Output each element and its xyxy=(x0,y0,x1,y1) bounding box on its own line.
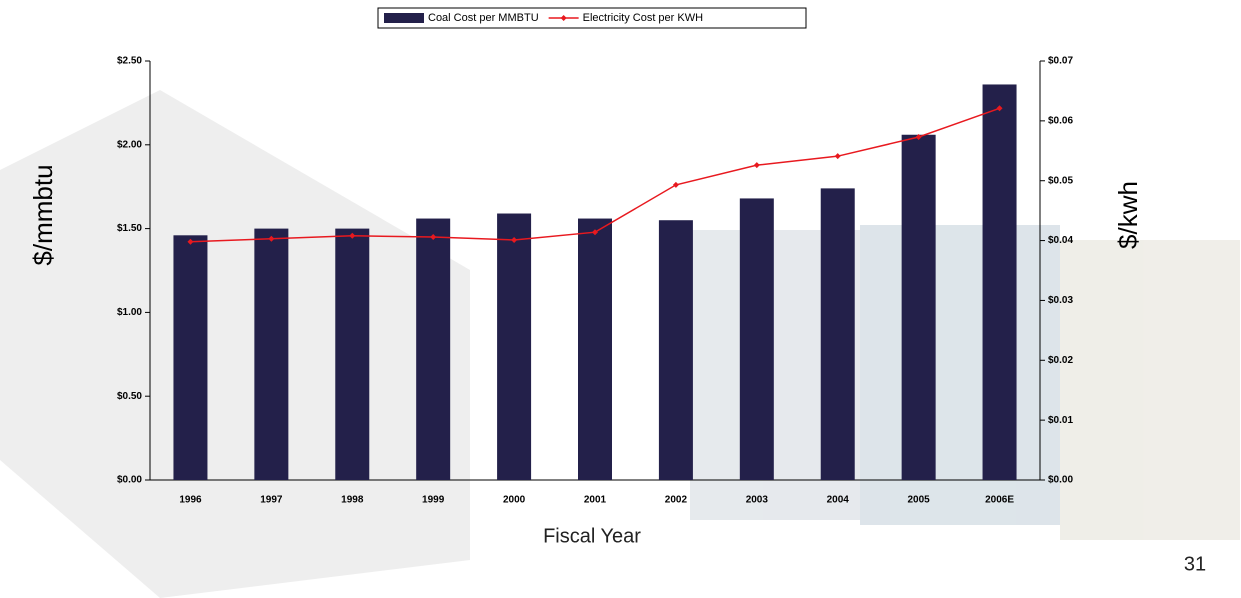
line-marker xyxy=(753,162,760,169)
line-marker xyxy=(996,105,1003,112)
x-tick-label: 1996 xyxy=(179,495,202,506)
line-marker xyxy=(187,238,194,245)
bar xyxy=(497,213,532,481)
legend-label: Electricity Cost per KWH xyxy=(583,12,703,24)
line-marker xyxy=(834,153,841,160)
y2-tick-label: $0.07 xyxy=(1048,56,1073,67)
bar xyxy=(416,218,451,480)
y2-tick-label: $0.03 xyxy=(1048,295,1073,306)
x-tick-label: 1999 xyxy=(422,495,445,506)
bar xyxy=(173,235,208,480)
bar xyxy=(658,220,693,480)
y-tick-label: $1.50 xyxy=(117,223,142,234)
legend-label: Coal Cost per MMBTU xyxy=(428,12,539,24)
bar xyxy=(982,84,1017,481)
legend-swatch-marker xyxy=(560,15,567,21)
line-marker xyxy=(592,229,598,236)
y2-tick-label: $0.06 xyxy=(1048,115,1073,126)
drywall-stack xyxy=(0,90,470,598)
bar xyxy=(901,134,936,480)
y-tick-label: $0.00 xyxy=(117,475,142,486)
x-tick-label: 1997 xyxy=(260,495,283,506)
x-tick-label: 1998 xyxy=(341,495,364,506)
x-tick-label: 2004 xyxy=(827,495,850,506)
bar xyxy=(739,198,774,480)
y2-tick-label: $0.02 xyxy=(1048,355,1073,366)
cement-bag xyxy=(1060,240,1240,540)
line-marker xyxy=(915,134,922,141)
y2-tick-label: $0.01 xyxy=(1048,415,1073,426)
cement-bag xyxy=(860,225,1060,525)
bar xyxy=(254,228,289,480)
bar xyxy=(578,218,612,480)
x-axis-title: Fiscal Year xyxy=(543,525,641,547)
x-tick-label: 2000 xyxy=(503,495,526,506)
bar xyxy=(820,188,855,480)
y-tick-label: $2.00 xyxy=(117,139,142,150)
legend-box xyxy=(377,7,807,29)
y-tick-label: $2.50 xyxy=(117,56,142,67)
page-number: 31 xyxy=(1184,553,1206,575)
y-tick-label: $0.50 xyxy=(117,391,142,402)
y-tick-label: $1.00 xyxy=(117,307,142,318)
x-tick-label: 2001 xyxy=(584,495,607,506)
y2-tick-label: $0.04 xyxy=(1048,235,1073,246)
bar xyxy=(335,228,370,480)
x-tick-label: 2002 xyxy=(665,495,688,506)
y2-tick-label: $0.05 xyxy=(1048,175,1073,186)
line-marker xyxy=(430,233,437,240)
line-marker xyxy=(672,181,679,188)
y-axis-title: $/mmbtu xyxy=(28,164,58,265)
x-tick-label: 2005 xyxy=(908,495,931,506)
y2-tick-label: $0.00 xyxy=(1048,475,1073,486)
x-tick-label: 2006E xyxy=(985,495,1014,506)
line-marker xyxy=(511,236,518,243)
x-tick-label: 2003 xyxy=(746,495,769,506)
legend-swatch xyxy=(384,13,424,23)
y2-axis-title: $/kwh xyxy=(1113,181,1143,249)
line-marker xyxy=(349,232,356,239)
line-marker xyxy=(268,235,275,242)
